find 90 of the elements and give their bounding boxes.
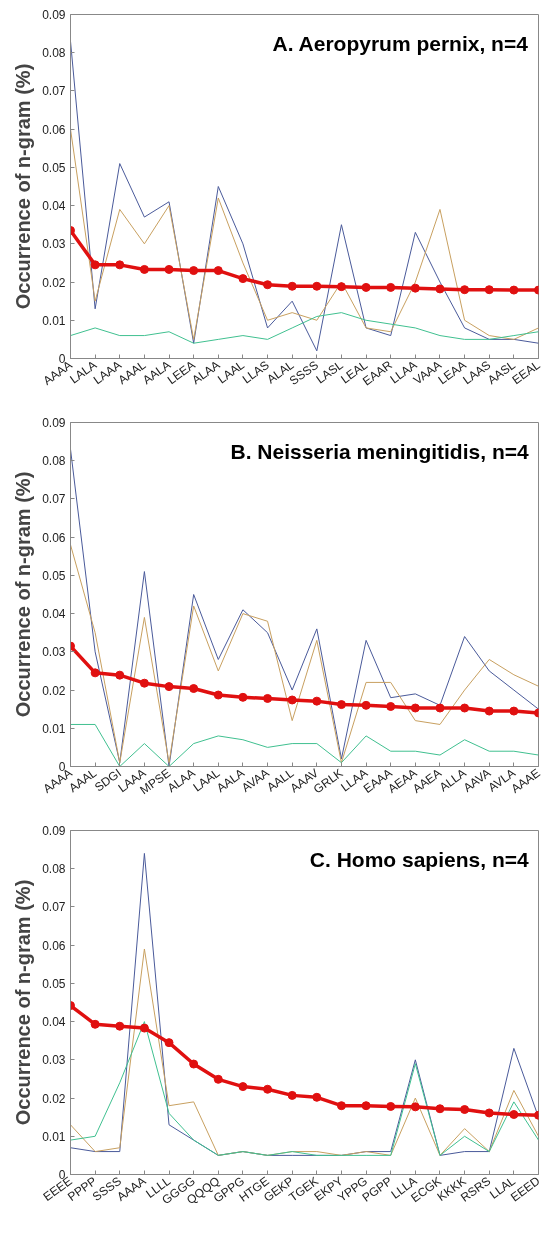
y-tick-label: 0.09 (42, 8, 66, 22)
point (238, 692, 248, 702)
y-tick-label: 0.05 (42, 160, 66, 175)
point (435, 703, 445, 713)
point (312, 1092, 322, 1102)
point (435, 1104, 445, 1114)
point (336, 1101, 346, 1111)
y-tick-label: 0.06 (42, 122, 66, 137)
point (90, 668, 100, 678)
point (336, 700, 346, 710)
point (386, 1101, 396, 1111)
y-tick-label: 0.02 (42, 683, 66, 698)
point (287, 1090, 297, 1100)
point (460, 703, 470, 713)
point (189, 1059, 199, 1069)
point (164, 682, 174, 692)
y-tick-label: 0.08 (42, 46, 66, 61)
point (386, 282, 396, 292)
point (263, 1084, 273, 1094)
point (484, 706, 494, 716)
y-tick-label: 0.06 (42, 530, 66, 545)
point (460, 285, 470, 295)
y-tick-label: 0.02 (42, 275, 66, 290)
point (509, 1110, 519, 1119)
point (238, 274, 248, 284)
y-axis-title: Occurrence of n-gram (%) (12, 471, 35, 718)
point (484, 285, 494, 295)
point (164, 1038, 174, 1048)
y-axis-title: Occurrence of n-gram (%) (12, 63, 35, 310)
point (139, 678, 149, 688)
point (189, 684, 199, 694)
y-tick-label: 0.07 (42, 84, 66, 99)
y-tick-label: 0.05 (42, 976, 66, 991)
point (115, 1021, 125, 1031)
y-tick-label: 0.01 (42, 721, 66, 736)
point (484, 1108, 494, 1118)
y-tick-label: 0.08 (42, 454, 66, 469)
y-tick-label: 0.04 (42, 1015, 66, 1030)
point (213, 266, 223, 276)
point (386, 702, 396, 711)
point (361, 700, 371, 710)
y-tick-label: 0.03 (42, 1053, 66, 1068)
y-tick-label: 0.03 (42, 645, 66, 660)
point (435, 284, 445, 294)
point (361, 282, 371, 292)
y-tick-label: 0.07 (42, 900, 66, 915)
y-tick-label: 0.08 (42, 862, 66, 877)
point (312, 696, 322, 706)
point (460, 1105, 470, 1115)
point (213, 690, 223, 700)
point (509, 285, 519, 295)
point (361, 1101, 371, 1111)
point (115, 260, 125, 270)
point (139, 264, 149, 274)
point (410, 703, 420, 713)
point (336, 282, 346, 292)
point (139, 1023, 149, 1033)
y-tick-label: 0.02 (42, 1091, 66, 1106)
y-tick-label: 0.01 (42, 313, 66, 328)
y-tick-label: 0.01 (42, 1129, 66, 1144)
point (287, 695, 297, 705)
y-tick-label: 0.09 (42, 824, 66, 838)
point (263, 693, 273, 703)
point (115, 670, 125, 680)
y-tick-label: 0.03 (42, 237, 66, 252)
text: C. Homo sapiens, n=4 (309, 847, 529, 871)
y-tick-label: 0.04 (42, 607, 66, 622)
point (238, 1082, 248, 1092)
point (263, 280, 273, 290)
point (410, 283, 420, 293)
line-series (70, 312, 539, 344)
point (189, 266, 199, 276)
point (312, 281, 322, 291)
point (509, 706, 519, 716)
point (213, 1074, 223, 1084)
point (164, 264, 174, 274)
y-tick-label: 0.04 (42, 199, 66, 214)
text: A. Aeropyrum pernix, n=4 (272, 31, 529, 55)
y-tick-label: 0.09 (42, 416, 66, 430)
point (410, 1102, 420, 1112)
point (90, 1019, 100, 1029)
y-tick-label: 0.07 (42, 492, 66, 507)
y-tick-label: 0.06 (42, 938, 66, 953)
y-axis-title: Occurrence of n-gram (%) (12, 879, 35, 1126)
line-series (70, 948, 539, 1156)
y-tick-label: 0.05 (42, 568, 66, 583)
point (90, 260, 100, 270)
point (287, 281, 297, 291)
line-series (70, 1021, 539, 1156)
text: B. Neisseria meningitidis, n=4 (230, 439, 529, 463)
